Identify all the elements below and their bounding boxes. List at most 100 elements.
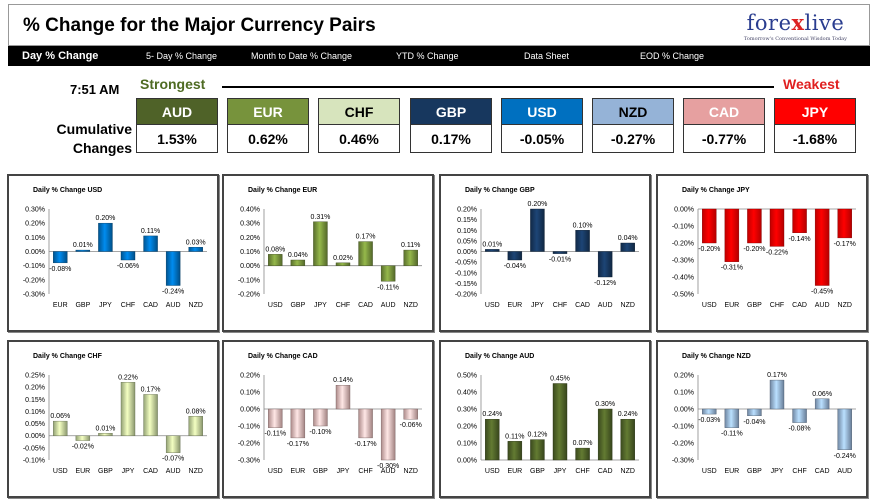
y-tick-label: 0.10% bbox=[25, 235, 45, 242]
data-label: -0.06% bbox=[117, 263, 139, 270]
bar bbox=[380, 408, 396, 461]
y-tick-label: -0.10% bbox=[238, 424, 260, 431]
data-label: 0.20% bbox=[95, 215, 115, 222]
bar bbox=[188, 416, 203, 436]
tab-data-sheet[interactable]: Data Sheet bbox=[524, 51, 570, 61]
nav-bar: Day % Change 5- Day % Change Month to Da… bbox=[8, 46, 870, 66]
currency-code: CAD bbox=[683, 98, 765, 125]
data-label: 0.31% bbox=[310, 214, 330, 221]
data-label: 0.30% bbox=[595, 401, 615, 408]
x-tick-label: CHF bbox=[358, 468, 372, 475]
data-label: -0.04% bbox=[504, 263, 526, 270]
bar bbox=[290, 408, 306, 439]
bar bbox=[552, 251, 568, 254]
data-label: -0.20% bbox=[698, 246, 720, 253]
y-tick-label: -0.50% bbox=[672, 292, 694, 299]
bar bbox=[120, 251, 136, 261]
bar bbox=[165, 251, 181, 286]
chart-title: Daily % Change USD bbox=[33, 187, 102, 194]
x-tick-label: GBP bbox=[313, 468, 328, 475]
bar bbox=[597, 251, 613, 278]
bar bbox=[724, 208, 740, 262]
chart-title: Daily % Change CHF bbox=[33, 353, 103, 360]
y-tick-label: 0.05% bbox=[457, 238, 477, 245]
bar bbox=[75, 435, 91, 441]
y-tick-label: 0.00% bbox=[674, 207, 694, 214]
bar bbox=[188, 247, 203, 252]
bar-chart: Daily % Change USD 0.30% 0.20% 0.10% 0.00% -0… bbox=[23, 187, 207, 309]
bar bbox=[620, 418, 635, 461]
bar-chart: Daily % Change NZD0.20%0.10%0.00%-0.10%-… bbox=[672, 353, 856, 475]
y-tick-label: 0.30% bbox=[457, 407, 477, 414]
x-tick-label: GBP bbox=[75, 302, 90, 309]
data-label: 0.24% bbox=[618, 411, 638, 418]
data-label: 0.08% bbox=[186, 408, 206, 415]
y-tick-label: -0.10% bbox=[455, 270, 477, 277]
data-label: 0.01% bbox=[482, 241, 502, 248]
bar bbox=[837, 408, 852, 450]
cumulative-change-value: 1.53% bbox=[136, 125, 218, 153]
y-tick-label: -0.20% bbox=[455, 292, 477, 299]
x-tick-label: JPY bbox=[554, 468, 567, 475]
bar-chart: Daily % Change EUR 0.40% 0.30% 0.20% 0.10% 0.… bbox=[238, 187, 422, 309]
bar-chart: Daily % Change CAD0.20%0.10%0.00%-0.10%-… bbox=[238, 353, 422, 475]
bar bbox=[575, 230, 590, 252]
weakest-label: Weakest bbox=[783, 76, 840, 92]
chart-panel: Daily % Change USD 0.30% 0.20% 0.10% 0.00% -0… bbox=[7, 174, 219, 332]
bar bbox=[120, 382, 136, 436]
y-tick-label: -0.05% bbox=[23, 445, 45, 452]
bar bbox=[814, 208, 830, 286]
data-label: 0.08% bbox=[265, 246, 285, 253]
currency-tile-nzd: NZD -0.27% bbox=[592, 98, 674, 154]
chart-panel: Daily % Change CAD 0.20% 0.10% 0.00% -0.10% -… bbox=[222, 340, 434, 498]
strongest-label: Strongest bbox=[140, 76, 206, 92]
bar bbox=[507, 441, 523, 461]
chart-panel: Daily % Change AUD 0.50% 0.40% 0.30% 0.20% 0.… bbox=[439, 340, 651, 498]
data-label: -0.07% bbox=[162, 456, 184, 463]
tab-month-to-date-change[interactable]: Month to Date % Change bbox=[251, 51, 353, 61]
x-tick-label: AUD bbox=[815, 302, 830, 309]
x-tick-label: JPY bbox=[337, 468, 350, 475]
x-tick-label: CAD bbox=[143, 302, 158, 309]
bar bbox=[143, 235, 158, 252]
x-tick-label: EUR bbox=[724, 468, 739, 475]
logo-text-x: x bbox=[791, 10, 805, 35]
chart-title: Daily % Change GBP bbox=[465, 187, 535, 194]
bar bbox=[313, 408, 328, 427]
data-label: -0.10% bbox=[309, 429, 331, 436]
data-label: -0.02% bbox=[72, 444, 94, 451]
forexlive-logo[interactable]: forexlive Tomorrow's Conventional Wisdom… bbox=[744, 10, 847, 42]
tab-5-day-change[interactable]: 5- Day % Change bbox=[146, 51, 218, 61]
data-label: -0.24% bbox=[162, 289, 184, 296]
data-label: -0.11% bbox=[721, 431, 743, 438]
bar bbox=[403, 249, 418, 266]
data-label: -0.12% bbox=[594, 280, 616, 287]
chart-title: Daily % Change NZD bbox=[682, 353, 751, 360]
data-label: -0.31% bbox=[721, 265, 743, 272]
x-tick-label: USD bbox=[268, 302, 283, 309]
currency-tile-gbp: GBP 0.17% bbox=[410, 98, 492, 154]
data-label: 0.22% bbox=[118, 374, 138, 381]
tab-ytd-change[interactable]: YTD % Change bbox=[396, 51, 459, 61]
bar bbox=[575, 447, 590, 461]
y-tick-label: 0.10% bbox=[25, 409, 45, 416]
data-label: 0.45% bbox=[550, 376, 570, 383]
currency-code: USD bbox=[501, 98, 583, 125]
y-tick-label: -0.15% bbox=[455, 281, 477, 288]
bar bbox=[485, 249, 500, 252]
x-tick-label: NZD bbox=[404, 302, 418, 309]
tab-eod-change[interactable]: EOD % Change bbox=[640, 51, 705, 61]
x-tick-label: USD bbox=[702, 302, 717, 309]
y-tick-label: -0.30% bbox=[23, 292, 45, 299]
bar bbox=[837, 208, 852, 239]
x-tick-label: CHF bbox=[792, 468, 806, 475]
bar-chart: Daily % Change AUD 0.50% 0.40% 0.30% 0.20% 0.… bbox=[457, 353, 639, 475]
chart-panel: Daily % Change NZD 0.20% 0.10% 0.00% -0.10% -… bbox=[656, 340, 868, 498]
tab-day-change[interactable]: Day % Change bbox=[22, 50, 99, 62]
x-tick-label: JPY bbox=[771, 468, 784, 475]
x-tick-label: EUR bbox=[75, 468, 90, 475]
y-tick-label: 0.00% bbox=[240, 407, 260, 414]
logo-text-end: live bbox=[804, 11, 845, 35]
y-tick-label: 0.20% bbox=[674, 373, 694, 380]
y-tick-label: -0.20% bbox=[238, 292, 260, 299]
